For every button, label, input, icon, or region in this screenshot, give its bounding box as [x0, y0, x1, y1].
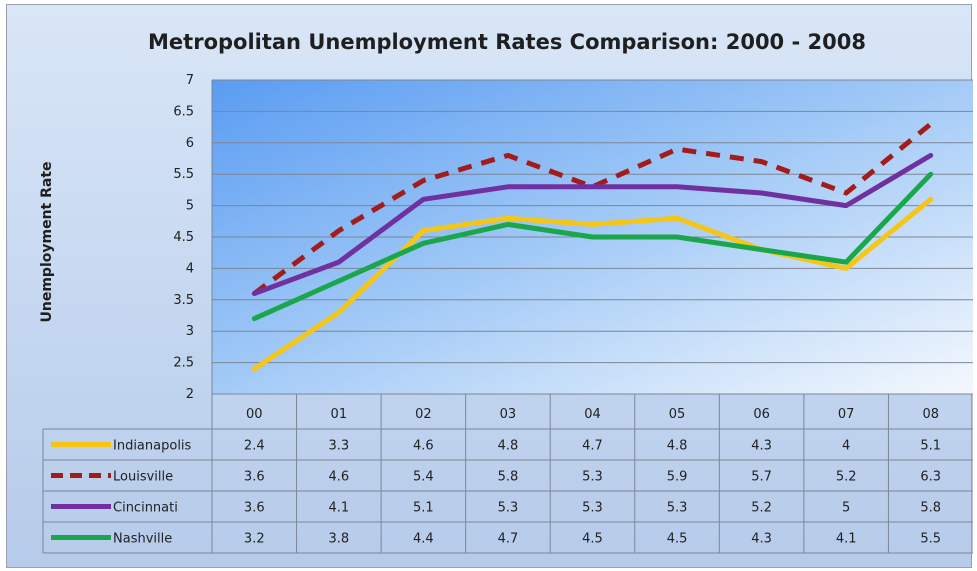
data-cell: 5.4	[413, 470, 434, 485]
data-cell: 4.5	[667, 532, 688, 547]
series-lines	[251, 122, 934, 372]
data-cell: 4.8	[667, 439, 688, 454]
data-cell: 5.3	[582, 501, 603, 516]
y-tick-label: 2	[186, 387, 194, 402]
y-tick-label: 5	[186, 199, 194, 214]
data-cell: 4	[842, 439, 850, 454]
series-line-cincinnati	[251, 152, 934, 296]
legend-label: Cincinnati	[113, 501, 178, 516]
y-tick-label: 3.5	[173, 293, 194, 308]
data-cell: 5	[842, 501, 850, 516]
x-tick-label: 08	[922, 407, 939, 422]
data-cell: 4.1	[328, 501, 349, 516]
y-tick-label: 6	[186, 136, 194, 151]
data-cell: 4.3	[751, 439, 772, 454]
data-cell: 5.3	[667, 501, 688, 516]
y-axis-label: Unemployment Rate	[39, 161, 55, 322]
data-cell: 5.3	[582, 470, 603, 485]
y-tick-label: 7	[186, 73, 194, 88]
data-cell: 5.2	[751, 501, 772, 516]
data-cell: 5.7	[751, 470, 772, 485]
x-tick-label: 03	[500, 407, 517, 422]
series-line-indianapolis	[251, 196, 934, 372]
data-cell: 4.1	[836, 532, 857, 547]
data-cell: 3.2	[244, 532, 265, 547]
gridlines	[211, 79, 973, 395]
x-tick-label: 05	[669, 407, 686, 422]
data-cell: 2.4	[244, 439, 265, 454]
data-cell: 3.6	[244, 501, 265, 516]
legend-label: Louisville	[113, 470, 173, 485]
data-cell: 5.1	[413, 501, 434, 516]
x-tick-label: 00	[246, 407, 263, 422]
data-cell: 4.8	[498, 439, 519, 454]
data-cell: 3.3	[328, 439, 349, 454]
chart-title: Metropolitan Unemployment Rates Comparis…	[148, 30, 866, 54]
data-cell: 4.4	[413, 532, 434, 547]
y-axis-ticks: 2 2.5 3 3.5 4 4.5 5 5.5 6 6.5 7	[173, 73, 194, 402]
x-tick-label: 07	[838, 407, 855, 422]
data-cell: 4.3	[751, 532, 772, 547]
y-tick-label: 5.5	[173, 167, 194, 182]
y-tick-label: 4	[186, 261, 194, 276]
data-table: 00 01 02 03 04 05 06 07 08 Indianapolis 2.4 3.3 4.6 4…	[42, 393, 973, 554]
y-tick-label: 6.5	[173, 104, 194, 119]
data-cell: 6.3	[920, 470, 941, 485]
x-tick-label: 02	[415, 407, 432, 422]
data-cell: 5.3	[498, 501, 519, 516]
chart-container: Metropolitan Unemployment Rates Comparis…	[6, 4, 973, 568]
data-cell: 5.2	[836, 470, 857, 485]
chart-canvas: Metropolitan Unemployment Rates Comparis…	[39, 30, 973, 554]
y-tick-label: 4.5	[173, 230, 194, 245]
y-tick-label: 2.5	[173, 356, 194, 371]
data-cell: 3.6	[244, 470, 265, 485]
data-cell: 4.7	[582, 439, 603, 454]
data-cell: 5.9	[667, 470, 688, 485]
y-tick-label: 3	[186, 324, 194, 339]
series-line-nashville	[251, 171, 934, 322]
data-cell: 5.5	[920, 532, 941, 547]
data-cell: 4.6	[328, 470, 349, 485]
x-tick-label: 01	[331, 407, 348, 422]
legend-label: Nashville	[113, 532, 172, 547]
data-cell: 5.1	[920, 439, 941, 454]
x-tick-label: 06	[753, 407, 770, 422]
data-cell: 4.7	[498, 532, 519, 547]
data-cell: 3.8	[328, 532, 349, 547]
data-cell: 5.8	[920, 501, 941, 516]
data-cell: 4.6	[413, 439, 434, 454]
x-tick-label: 04	[584, 407, 601, 422]
legend-label: Indianapolis	[113, 439, 192, 454]
data-cell: 4.5	[582, 532, 603, 547]
data-cell: 5.8	[498, 470, 519, 485]
